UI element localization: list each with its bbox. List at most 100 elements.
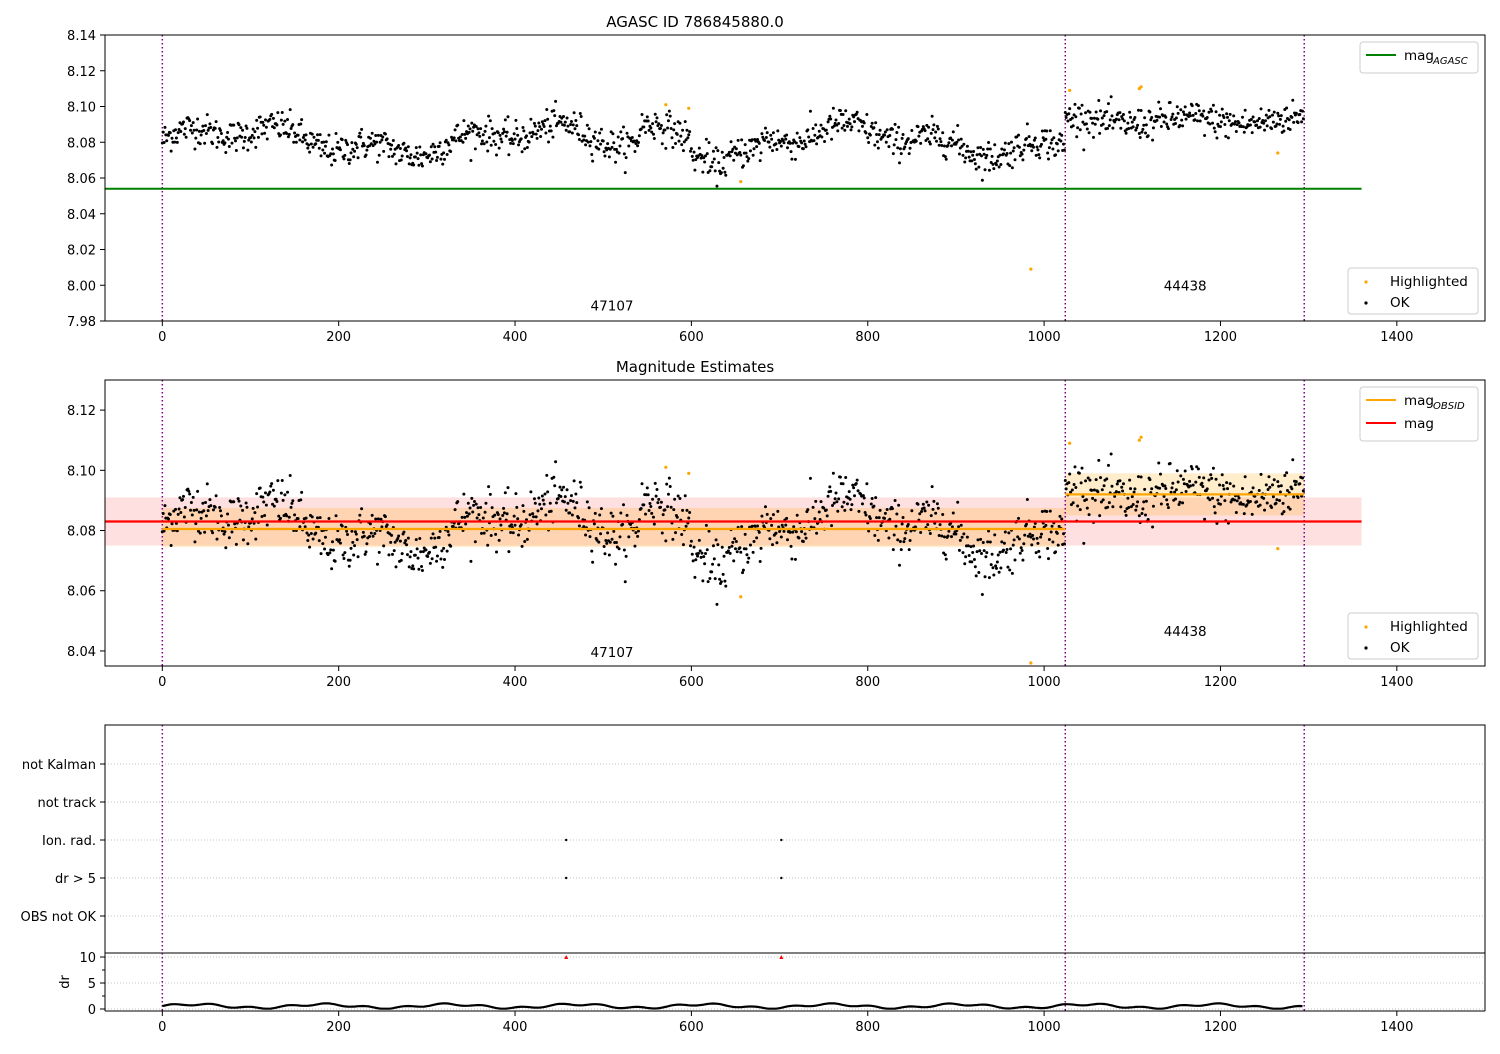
ok-point: [1027, 135, 1031, 139]
ok-point: [583, 134, 587, 138]
ok-point: [474, 125, 478, 129]
ok-point: [569, 123, 573, 127]
ok-point: [977, 165, 981, 169]
ok-point: [413, 553, 417, 557]
ok-point: [573, 506, 577, 510]
ok-point: [847, 117, 851, 121]
ok-point: [743, 143, 747, 147]
ok-point: [1106, 463, 1110, 467]
ok-point: [460, 515, 464, 519]
ok-point: [309, 532, 313, 536]
ok-point: [970, 560, 974, 564]
ok-point: [734, 147, 738, 151]
ok-point: [951, 511, 955, 515]
ok-point: [950, 525, 954, 529]
x-tick-label: 400: [503, 330, 528, 345]
ok-point: [163, 125, 167, 129]
ok-point: [778, 530, 782, 534]
ok-point: [480, 139, 484, 143]
ok-point: [1100, 116, 1104, 120]
ok-point: [331, 540, 334, 544]
ok-point: [607, 553, 611, 557]
ok-point: [1111, 126, 1115, 130]
ok-point: [558, 485, 562, 489]
ok-point: [570, 131, 574, 135]
ok-point: [833, 497, 837, 501]
ok-point: [311, 145, 315, 149]
ok-point: [819, 123, 823, 127]
ok-point: [621, 503, 625, 507]
ok-point: [1241, 486, 1245, 490]
ok-point: [1179, 108, 1183, 112]
ok-point: [564, 128, 568, 132]
ok-point: [988, 540, 992, 544]
ok-point: [308, 150, 312, 154]
ok-point: [287, 515, 291, 519]
legend-mag_OBSID-subscript: OBSID: [1433, 401, 1465, 412]
ok-point: [437, 144, 441, 148]
ok-point: [738, 546, 742, 550]
ok-point: [1241, 502, 1245, 506]
ok-point: [642, 125, 646, 129]
ok-point: [364, 550, 368, 554]
ok-point: [602, 544, 606, 548]
ok-point: [347, 564, 351, 568]
ok-point: [528, 513, 532, 517]
ok-point: [510, 138, 514, 142]
ok-point: [227, 145, 231, 149]
y-tick-label: 8.00: [67, 279, 96, 294]
ok-point: [285, 132, 289, 136]
ok-point: [1008, 164, 1012, 168]
x-tick-label: 600: [679, 330, 704, 345]
ok-point: [1019, 546, 1023, 550]
ok-point: [360, 127, 364, 131]
ok-point: [807, 135, 811, 139]
ok-point: [589, 140, 593, 144]
ok-point: [226, 130, 230, 134]
ok-point: [1018, 551, 1022, 555]
ok-point: [324, 140, 328, 144]
ok-point: [1195, 465, 1199, 469]
x-tick-label: 800: [855, 675, 880, 690]
highlighted-point: [687, 471, 691, 475]
ok-point: [673, 122, 677, 126]
ok-point: [1166, 506, 1170, 510]
ok-point: [1209, 473, 1213, 477]
ok-point: [1223, 499, 1227, 503]
ok-point: [1225, 481, 1229, 485]
y-tick-label: 10: [79, 951, 96, 966]
ok-point: [678, 121, 682, 125]
ok-point: [896, 146, 900, 150]
x-tick-label: 1000: [1028, 675, 1061, 690]
ok-point: [1059, 139, 1063, 143]
ok-point: [481, 133, 485, 137]
ok-point: [711, 562, 715, 566]
ok-point: [510, 523, 513, 527]
ok-point: [703, 160, 707, 164]
ok-point: [720, 150, 724, 154]
ok-point: [1248, 500, 1252, 504]
ok-point: [779, 144, 783, 148]
ok-point: [650, 511, 654, 515]
ok-point: [892, 143, 896, 147]
ok-point: [794, 530, 798, 534]
ok-point: [812, 139, 816, 143]
ok-point: [1047, 538, 1051, 542]
ok-point: [802, 139, 806, 143]
ok-point: [1090, 488, 1094, 492]
ok-point: [1243, 475, 1247, 479]
ok-point: [790, 157, 794, 161]
ok-point: [1296, 495, 1300, 499]
ok-point: [303, 525, 307, 529]
ok-point: [774, 531, 778, 535]
ok-point: [553, 114, 557, 118]
highlighted-point: [687, 106, 691, 110]
ok-point: [306, 538, 310, 542]
ok-point: [659, 505, 663, 509]
ok-point: [204, 132, 208, 136]
ok-point: [1016, 535, 1020, 539]
ok-point: [705, 152, 709, 156]
ok-point: [694, 158, 698, 162]
ok-point: [539, 134, 543, 138]
ok-point: [601, 139, 605, 143]
